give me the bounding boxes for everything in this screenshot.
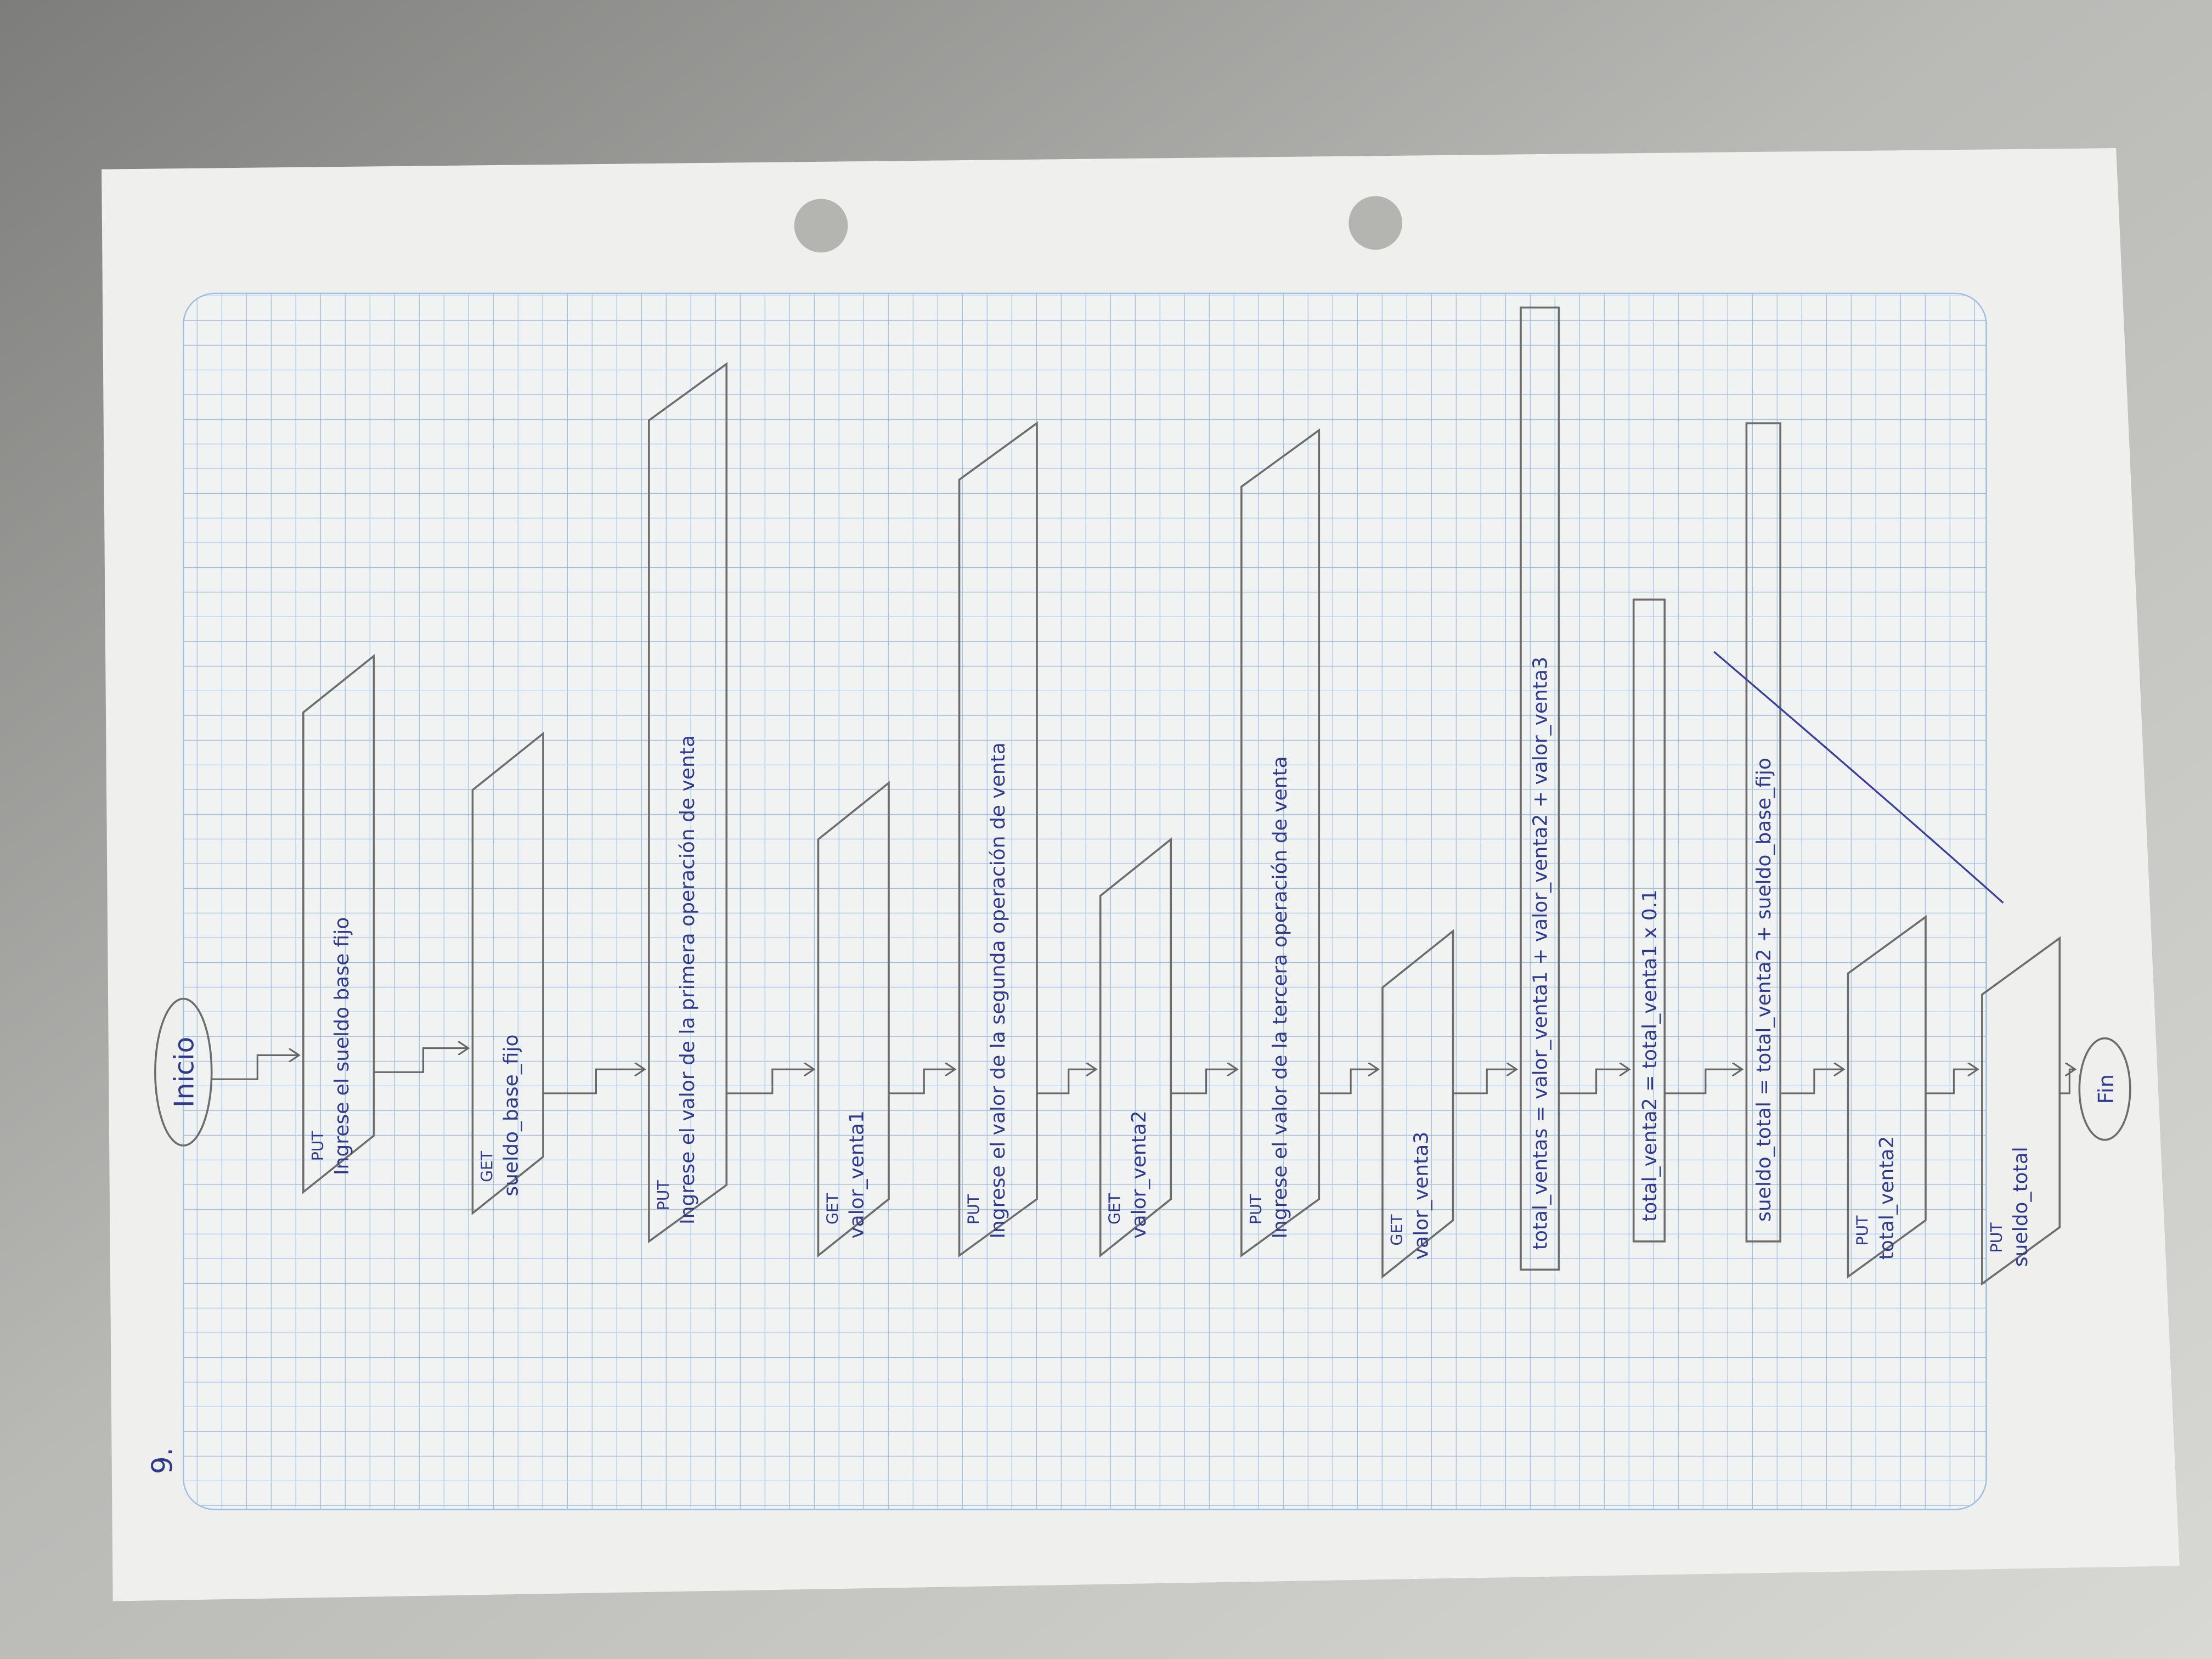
io-kind: GET [478, 1150, 496, 1182]
start-label: Inicio [168, 1037, 200, 1108]
io-text: Ingrese el valor de la segunda operación… [987, 742, 1009, 1239]
io-node [302, 653, 375, 1194]
process-text: total_venta2 = total_venta1 x 0.1 [1639, 889, 1661, 1222]
io-text: sueldo_base_fijo [500, 1034, 523, 1196]
io-text: valor_venta2 [1128, 1110, 1150, 1239]
connector [1926, 1069, 1978, 1094]
connector [726, 1069, 814, 1094]
connector [1780, 1069, 1844, 1094]
io-text: Ingrese el valor de la tercera operación… [1269, 756, 1291, 1238]
end-terminal [2078, 1037, 2131, 1141]
grid [183, 293, 1987, 1510]
io-kind: PUT [1247, 1194, 1265, 1224]
connector [543, 1069, 645, 1094]
connector [889, 1069, 955, 1094]
flowchart: 9. Inicio Fin PUT Ingrese el sueldo base … [146, 306, 2131, 1474]
io-text: total_venta2 [1876, 1136, 1898, 1260]
process-text: total_ventas = valor_venta1 + valor_vent… [1530, 657, 1552, 1250]
start-terminal [154, 997, 213, 1147]
io-kind: PUT [309, 1131, 327, 1161]
connector [1319, 1069, 1378, 1094]
page-number: 9. [146, 1447, 179, 1474]
punch-hole [1348, 196, 1402, 250]
io-node [958, 421, 1038, 1258]
io-text: sueldo_total [2010, 1147, 2032, 1267]
io-text: Ingrese el sueldo base fijo [331, 917, 353, 1175]
io-node [1240, 428, 1321, 1258]
connector [374, 1048, 468, 1073]
connector [1037, 1069, 1096, 1094]
connector [211, 1055, 299, 1080]
io-kind: PUT [1854, 1215, 1872, 1246]
connector [1453, 1069, 1517, 1094]
connector [2059, 1069, 2075, 1094]
io-kind: GET [823, 1193, 842, 1224]
io-kind: PUT [965, 1194, 983, 1224]
end-label: Fin [2094, 1074, 2119, 1104]
io-text: valor_venta1 [846, 1110, 868, 1239]
io-node [648, 362, 728, 1244]
io-node [817, 781, 890, 1258]
io-node [1847, 915, 1927, 1279]
io-kind: GET [1106, 1193, 1124, 1224]
connector [1664, 1069, 1742, 1094]
punch-hole [794, 199, 848, 253]
io-node [1381, 929, 1454, 1279]
io-text: valor_venta3 [1410, 1132, 1432, 1260]
process-node [1632, 599, 1666, 1243]
connector [1171, 1069, 1237, 1094]
io-node [471, 731, 544, 1216]
process-node [1745, 422, 1781, 1243]
io-kind: GET [1388, 1214, 1406, 1246]
process-text: sueldo_total = total_venta2 + sueldo_bas… [1753, 758, 1775, 1222]
process-node [1520, 306, 1560, 1271]
connector [1559, 1069, 1629, 1094]
io-text: Ingrese el valor de la primera operación… [676, 735, 699, 1224]
pen-stroke [1713, 651, 2004, 904]
io-kind: PUT [1988, 1222, 2006, 1253]
io-node [1981, 936, 2061, 1286]
io-kind: PUT [654, 1180, 673, 1211]
io-node [1099, 837, 1172, 1258]
